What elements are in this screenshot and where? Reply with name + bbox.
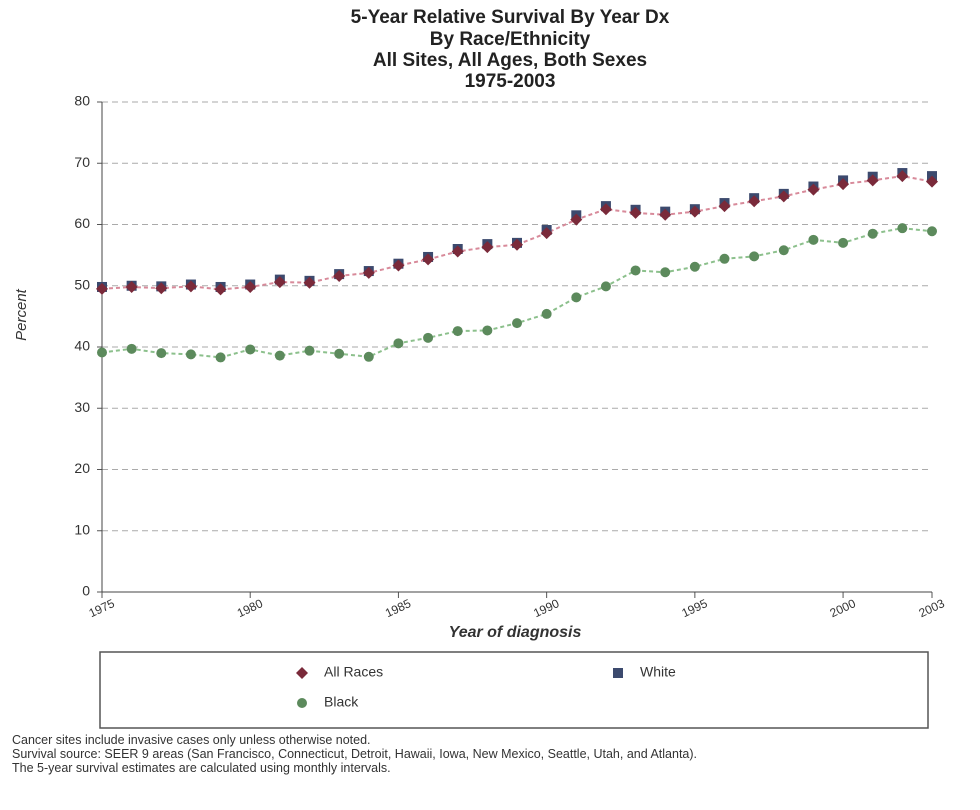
data-point	[866, 174, 879, 187]
y-axis-label: Percent	[13, 288, 30, 341]
chart-title: 5-Year Relative Survival By Year Dx	[351, 7, 670, 28]
data-point	[688, 205, 701, 218]
x-axis-label: Year of diagnosis	[449, 624, 582, 641]
y-tick-label: 40	[74, 338, 90, 354]
data-point	[215, 352, 226, 363]
data-point	[155, 282, 168, 295]
data-point	[333, 269, 346, 282]
legend-label: White	[640, 664, 676, 680]
x-tick-label: 1995	[679, 596, 709, 620]
footnote: Survival source: SEER 9 areas (San Franc…	[12, 747, 698, 761]
x-tick-label: 1985	[383, 596, 413, 620]
data-point	[273, 276, 286, 289]
data-point	[214, 283, 227, 296]
data-point	[156, 348, 167, 359]
legend-label: All Races	[324, 664, 383, 680]
x-tick-label: 2003	[917, 596, 947, 620]
data-point	[896, 170, 909, 183]
data-point	[541, 308, 552, 319]
data-point	[126, 343, 137, 354]
data-point	[185, 349, 196, 360]
data-point	[660, 267, 671, 278]
data-point	[481, 241, 494, 254]
x-tick-label: 1980	[235, 596, 265, 620]
data-point	[777, 190, 790, 203]
data-point	[659, 208, 672, 221]
data-point	[838, 237, 849, 248]
y-tick-label: 20	[74, 460, 90, 476]
y-tick-label: 0	[82, 583, 90, 599]
data-point	[630, 265, 641, 276]
footnote: Cancer sites include invasive cases only…	[12, 733, 371, 747]
data-point	[512, 318, 522, 329]
data-point	[304, 345, 315, 356]
data-point	[451, 245, 464, 258]
legend-box	[99, 651, 929, 729]
data-point	[571, 292, 582, 303]
data-point	[778, 245, 789, 256]
data-point	[422, 253, 435, 266]
data-point	[867, 228, 878, 239]
y-tick-label: 30	[74, 399, 90, 415]
data-point	[362, 266, 375, 279]
chart-title: 1975-2003	[465, 71, 556, 92]
marker	[613, 668, 623, 678]
marker	[297, 698, 307, 708]
data-point	[393, 338, 404, 349]
data-point	[897, 223, 908, 234]
footnote: The 5-year survival estimates are calcul…	[12, 761, 391, 775]
legend-label: Black	[324, 694, 359, 710]
data-point	[482, 325, 493, 336]
x-tick-label: 1990	[531, 596, 561, 620]
data-point	[245, 344, 256, 355]
data-point	[334, 348, 345, 359]
data-point	[274, 350, 285, 361]
y-tick-label: 50	[74, 276, 90, 292]
data-point	[749, 251, 760, 262]
data-point	[97, 347, 107, 358]
data-point	[363, 351, 374, 362]
data-point	[600, 281, 611, 292]
data-point	[718, 200, 731, 213]
data-point	[808, 234, 819, 245]
chart-title: By Race/Ethnicity	[430, 29, 591, 50]
data-point	[807, 183, 820, 196]
data-point	[540, 227, 553, 240]
data-point	[837, 178, 850, 191]
y-tick-label: 80	[74, 93, 90, 109]
data-point	[423, 332, 434, 343]
x-tick-label: 2000	[828, 596, 858, 620]
x-tick-label: 1975	[87, 596, 117, 620]
data-point	[392, 259, 405, 272]
data-point	[927, 226, 937, 237]
y-tick-label: 70	[74, 154, 90, 170]
y-tick-label: 60	[74, 215, 90, 231]
data-point	[303, 276, 316, 289]
data-point	[719, 253, 730, 264]
data-point	[599, 203, 612, 216]
series-line	[101, 175, 933, 291]
data-point	[689, 261, 700, 272]
data-point	[926, 175, 938, 188]
data-point	[511, 238, 523, 251]
y-tick-label: 10	[74, 521, 90, 537]
data-point	[748, 195, 761, 208]
data-point	[452, 326, 463, 337]
data-point	[570, 213, 583, 226]
data-point	[96, 282, 108, 295]
data-point	[244, 280, 257, 293]
data-point	[629, 206, 642, 219]
footnotes: Cancer sites include invasive cases only…	[12, 733, 977, 775]
data-point	[184, 280, 197, 293]
data-point	[125, 280, 138, 293]
marker	[296, 667, 308, 679]
chart-title: All Sites, All Ages, Both Sexes	[373, 50, 647, 71]
